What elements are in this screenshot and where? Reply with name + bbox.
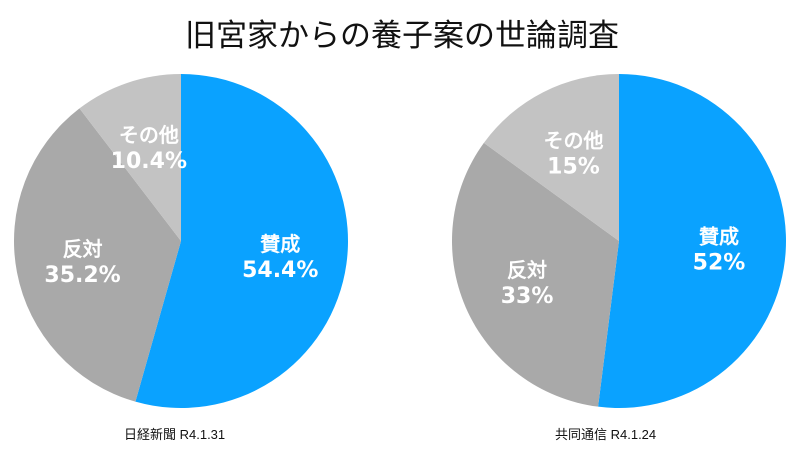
- slice-category-label: 賛成: [699, 224, 739, 248]
- pie-slice-other: [79, 74, 181, 241]
- pie-slice-other: [483, 74, 619, 241]
- slice-category-label: 賛成: [260, 232, 300, 256]
- slice-value-label: 33%: [501, 284, 554, 309]
- pie-slice-oppose: [13, 108, 181, 402]
- source-label-kyodo: 共同通信 R4.1.24: [555, 427, 657, 442]
- slice-value-label: 15%: [547, 155, 600, 180]
- slice-value-label: 10.4%: [111, 149, 187, 174]
- slice-category-label: その他: [119, 123, 179, 147]
- slice-category-label: 反対: [507, 258, 547, 282]
- slice-value-label: 35.2%: [44, 263, 120, 288]
- chart-title: 旧宮家からの養子案の世論調査: [185, 18, 619, 54]
- slice-value-label: 54.4%: [242, 258, 318, 283]
- pie-slice-agree: [135, 74, 348, 408]
- source-label-nikkei: 日経新聞 R4.1.31: [124, 427, 226, 442]
- slice-category-label: その他: [544, 129, 604, 153]
- slice-value-label: 52%: [693, 250, 746, 275]
- pie-slice-agree: [598, 74, 786, 408]
- slice-category-label: 反対: [63, 237, 103, 261]
- pie-slice-oppose: [452, 142, 619, 407]
